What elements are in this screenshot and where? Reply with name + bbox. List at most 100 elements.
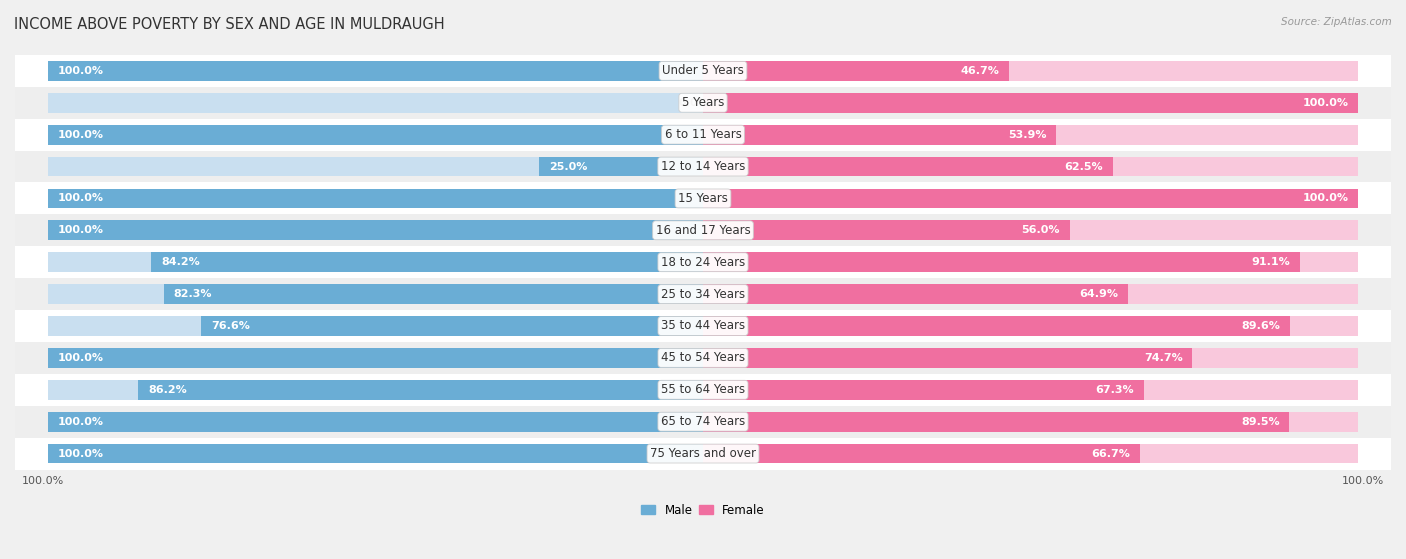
Bar <box>48 348 703 368</box>
Bar <box>0 150 1406 182</box>
Bar <box>48 61 703 80</box>
Bar <box>48 380 703 400</box>
Bar <box>152 252 703 272</box>
Text: 16 and 17 Years: 16 and 17 Years <box>655 224 751 237</box>
Bar <box>48 444 703 463</box>
Bar <box>48 157 703 177</box>
Bar <box>703 61 1358 80</box>
Bar <box>48 93 703 113</box>
Text: 100.0%: 100.0% <box>58 130 104 140</box>
Text: 18 to 24 Years: 18 to 24 Years <box>661 255 745 269</box>
Bar <box>0 406 1406 438</box>
Text: 100.0%: 100.0% <box>21 476 63 486</box>
Bar <box>538 157 703 177</box>
Bar <box>0 310 1406 342</box>
Text: 100.0%: 100.0% <box>1343 476 1385 486</box>
Text: 65 to 74 Years: 65 to 74 Years <box>661 415 745 428</box>
Text: 74.7%: 74.7% <box>1144 353 1182 363</box>
Text: 0.0%: 0.0% <box>679 98 710 108</box>
Bar <box>703 125 1056 145</box>
Bar <box>703 444 1358 463</box>
Text: 86.2%: 86.2% <box>148 385 187 395</box>
Text: 84.2%: 84.2% <box>162 257 200 267</box>
Bar <box>703 93 1358 113</box>
Bar <box>703 157 1112 177</box>
Bar <box>0 374 1406 406</box>
Bar <box>48 444 703 463</box>
Text: 75 Years and over: 75 Years and over <box>650 447 756 460</box>
Text: 89.5%: 89.5% <box>1241 416 1279 427</box>
Bar <box>703 188 1358 209</box>
Bar <box>48 220 703 240</box>
Text: 76.6%: 76.6% <box>211 321 250 331</box>
Text: 100.0%: 100.0% <box>58 353 104 363</box>
Bar <box>48 188 703 209</box>
Bar <box>48 348 703 368</box>
Text: 64.9%: 64.9% <box>1080 289 1118 299</box>
Text: 25 to 34 Years: 25 to 34 Years <box>661 288 745 301</box>
Text: 35 to 44 Years: 35 to 44 Years <box>661 320 745 333</box>
Text: 6 to 11 Years: 6 to 11 Years <box>665 128 741 141</box>
Bar <box>703 284 1358 304</box>
Bar <box>703 93 1358 113</box>
Text: 12 to 14 Years: 12 to 14 Years <box>661 160 745 173</box>
Bar <box>201 316 703 336</box>
Text: 100.0%: 100.0% <box>58 66 104 76</box>
Text: 91.1%: 91.1% <box>1251 257 1291 267</box>
Text: 46.7%: 46.7% <box>960 66 1000 76</box>
Text: 100.0%: 100.0% <box>1302 98 1348 108</box>
Bar <box>48 125 703 145</box>
Bar <box>703 444 1140 463</box>
Text: 100.0%: 100.0% <box>58 416 104 427</box>
Bar <box>48 61 703 80</box>
Bar <box>0 438 1406 470</box>
Bar <box>0 215 1406 247</box>
Bar <box>703 380 1144 400</box>
Bar <box>703 380 1358 400</box>
Text: 100.0%: 100.0% <box>58 448 104 458</box>
Bar <box>703 284 1128 304</box>
Bar <box>703 316 1291 336</box>
Text: 66.7%: 66.7% <box>1091 448 1130 458</box>
Bar <box>703 220 1358 240</box>
Bar <box>48 188 703 209</box>
Bar <box>0 342 1406 374</box>
Text: 89.6%: 89.6% <box>1241 321 1281 331</box>
Text: 100.0%: 100.0% <box>58 193 104 203</box>
Bar <box>48 316 703 336</box>
Bar <box>0 278 1406 310</box>
Text: Source: ZipAtlas.com: Source: ZipAtlas.com <box>1281 17 1392 27</box>
Text: 62.5%: 62.5% <box>1064 162 1102 172</box>
Text: 67.3%: 67.3% <box>1095 385 1135 395</box>
Bar <box>703 188 1358 209</box>
Bar <box>703 157 1358 177</box>
Text: 55 to 64 Years: 55 to 64 Years <box>661 383 745 396</box>
Bar <box>703 316 1358 336</box>
Bar <box>163 284 703 304</box>
Text: 15 Years: 15 Years <box>678 192 728 205</box>
Bar <box>48 412 703 432</box>
Bar <box>703 252 1301 272</box>
Text: Under 5 Years: Under 5 Years <box>662 64 744 77</box>
Text: 5 Years: 5 Years <box>682 96 724 109</box>
Bar <box>703 348 1358 368</box>
Bar <box>48 125 703 145</box>
Bar <box>48 412 703 432</box>
Bar <box>48 252 703 272</box>
Text: 56.0%: 56.0% <box>1022 225 1060 235</box>
Bar <box>138 380 703 400</box>
Bar <box>0 247 1406 278</box>
Bar <box>703 220 1070 240</box>
Bar <box>0 87 1406 119</box>
Bar <box>48 220 703 240</box>
Bar <box>703 61 1010 80</box>
Bar <box>0 119 1406 150</box>
Bar <box>703 412 1358 432</box>
Bar <box>703 348 1192 368</box>
Legend: Male, Female: Male, Female <box>637 499 769 522</box>
Bar <box>703 125 1358 145</box>
Text: 45 to 54 Years: 45 to 54 Years <box>661 352 745 364</box>
Text: 82.3%: 82.3% <box>173 289 212 299</box>
Bar <box>48 284 703 304</box>
Text: 100.0%: 100.0% <box>58 225 104 235</box>
